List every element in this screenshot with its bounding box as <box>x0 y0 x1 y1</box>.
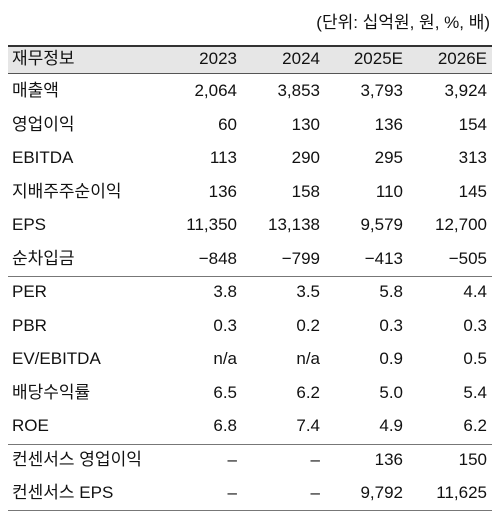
value-cell: 113 <box>209 148 237 167</box>
unit-note: (단위: 십억원, 원, %, 배) <box>316 13 490 32</box>
value-cell: – <box>227 483 237 502</box>
value-cell: n/a <box>213 349 237 368</box>
bottom-rule <box>8 510 492 511</box>
header-year: 2026E <box>437 49 487 68</box>
value-cell: 136 <box>208 181 237 201</box>
value-cell: 6.2 <box>296 382 320 402</box>
value-cell: 3.5 <box>296 282 320 301</box>
value-cell: 0.5 <box>463 349 487 368</box>
header-row <box>8 45 492 74</box>
value-cell: 3,853 <box>277 81 320 100</box>
row-label: 지배주주순이익 <box>12 181 122 201</box>
value-cell: 0.9 <box>379 349 403 368</box>
value-cell: 13,138 <box>268 215 320 234</box>
value-cell: – <box>310 483 320 502</box>
value-cell: 4.9 <box>379 416 403 435</box>
row-label: 배당수익률 <box>12 382 91 402</box>
value-cell: −505 <box>448 248 487 268</box>
row-label: 컨센서스 EPS <box>12 483 114 502</box>
value-cell: 6.8 <box>213 416 237 435</box>
value-cell: 6.2 <box>463 416 487 435</box>
value-cell: 154 <box>458 114 487 134</box>
row-label: PBR <box>12 315 47 335</box>
group-separator <box>8 443 492 445</box>
value-cell: 0.2 <box>296 315 320 335</box>
value-cell: 7.4 <box>296 416 320 435</box>
row-label: PER <box>12 282 47 301</box>
value-cell: 145 <box>458 181 487 201</box>
value-cell: 9,579 <box>360 215 403 234</box>
value-cell: 6.5 <box>213 382 237 402</box>
header-year: 2025E <box>353 49 403 68</box>
value-cell: 5.4 <box>463 382 487 402</box>
header-year: 2023 <box>199 49 237 68</box>
value-cell: 5.0 <box>379 382 403 402</box>
group-separator <box>8 276 492 277</box>
value-cell: −848 <box>198 248 237 268</box>
value-cell: 60 <box>218 114 237 134</box>
value-cell: 130 <box>291 114 320 134</box>
row-label: EV/EBITDA <box>12 349 101 368</box>
row-label: 매출액 <box>12 81 59 100</box>
value-cell: 3.8 <box>213 282 237 301</box>
value-cell: n/a <box>296 349 320 368</box>
value-cell: 11,625 <box>436 483 487 502</box>
value-cell: 290 <box>291 148 320 167</box>
value-cell: 295 <box>374 148 403 167</box>
value-cell: 136 <box>374 114 403 134</box>
value-cell: – <box>227 449 237 469</box>
value-cell: 3,793 <box>360 81 403 100</box>
value-cell: 2,064 <box>194 81 237 100</box>
row-label: EPS <box>12 215 47 234</box>
row-label: ROE <box>12 416 49 435</box>
value-cell: 9,792 <box>360 483 403 502</box>
row-label: 순차입금 <box>12 248 75 268</box>
value-cell: 313 <box>458 148 487 167</box>
value-cell: 0.3 <box>213 315 237 335</box>
header-year: 2024 <box>282 49 320 68</box>
value-cell: 0.3 <box>463 315 487 335</box>
value-cell: −799 <box>281 248 320 268</box>
value-cell: 136 <box>374 449 403 469</box>
value-cell: 158 <box>291 181 320 201</box>
value-cell: 150 <box>458 449 487 469</box>
row-label: EBITDA <box>12 148 74 167</box>
value-cell: 12,700 <box>435 215 487 234</box>
value-cell: 5.8 <box>379 282 403 301</box>
value-cell: 0.3 <box>379 315 403 335</box>
value-cell: −413 <box>364 248 403 268</box>
row-label: 영업이익 <box>12 114 75 134</box>
row-label: 컨센서스 영업이익 <box>12 449 142 469</box>
value-cell: 3,924 <box>444 81 487 100</box>
value-cell: 110 <box>375 181 403 201</box>
header-label: 재무정보 <box>12 49 75 68</box>
value-cell: – <box>310 449 320 469</box>
value-cell: 4.4 <box>463 282 487 301</box>
value-cell: 11,350 <box>186 215 237 234</box>
